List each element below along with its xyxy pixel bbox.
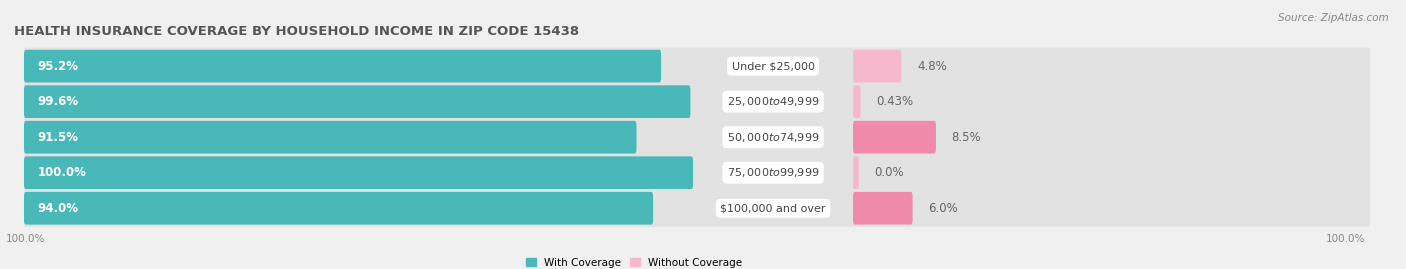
FancyBboxPatch shape xyxy=(853,192,912,225)
Text: $25,000 to $49,999: $25,000 to $49,999 xyxy=(727,95,820,108)
Text: 4.8%: 4.8% xyxy=(917,60,946,73)
FancyBboxPatch shape xyxy=(24,154,1371,191)
FancyBboxPatch shape xyxy=(24,156,693,189)
FancyBboxPatch shape xyxy=(24,48,1371,85)
FancyBboxPatch shape xyxy=(24,192,654,225)
Text: 94.0%: 94.0% xyxy=(38,202,79,215)
Text: 0.43%: 0.43% xyxy=(876,95,914,108)
Text: 0.0%: 0.0% xyxy=(875,166,904,179)
FancyBboxPatch shape xyxy=(24,119,1371,156)
Text: 99.6%: 99.6% xyxy=(38,95,79,108)
Text: Under $25,000: Under $25,000 xyxy=(731,61,814,71)
Text: $50,000 to $74,999: $50,000 to $74,999 xyxy=(727,131,820,144)
Text: $100,000 and over: $100,000 and over xyxy=(720,203,825,213)
FancyBboxPatch shape xyxy=(853,50,901,83)
FancyBboxPatch shape xyxy=(24,85,690,118)
FancyBboxPatch shape xyxy=(24,83,1371,120)
Text: 100.0%: 100.0% xyxy=(38,166,86,179)
Text: 91.5%: 91.5% xyxy=(38,131,79,144)
Text: 8.5%: 8.5% xyxy=(952,131,981,144)
FancyBboxPatch shape xyxy=(853,121,936,154)
FancyBboxPatch shape xyxy=(24,190,1371,227)
Text: $75,000 to $99,999: $75,000 to $99,999 xyxy=(727,166,820,179)
Text: Source: ZipAtlas.com: Source: ZipAtlas.com xyxy=(1278,13,1389,23)
Text: 6.0%: 6.0% xyxy=(928,202,957,215)
FancyBboxPatch shape xyxy=(24,121,637,154)
FancyBboxPatch shape xyxy=(853,85,860,118)
Text: 95.2%: 95.2% xyxy=(38,60,79,73)
FancyBboxPatch shape xyxy=(24,50,661,83)
Legend: With Coverage, Without Coverage: With Coverage, Without Coverage xyxy=(526,257,742,268)
Text: HEALTH INSURANCE COVERAGE BY HOUSEHOLD INCOME IN ZIP CODE 15438: HEALTH INSURANCE COVERAGE BY HOUSEHOLD I… xyxy=(14,25,579,38)
FancyBboxPatch shape xyxy=(853,156,859,189)
